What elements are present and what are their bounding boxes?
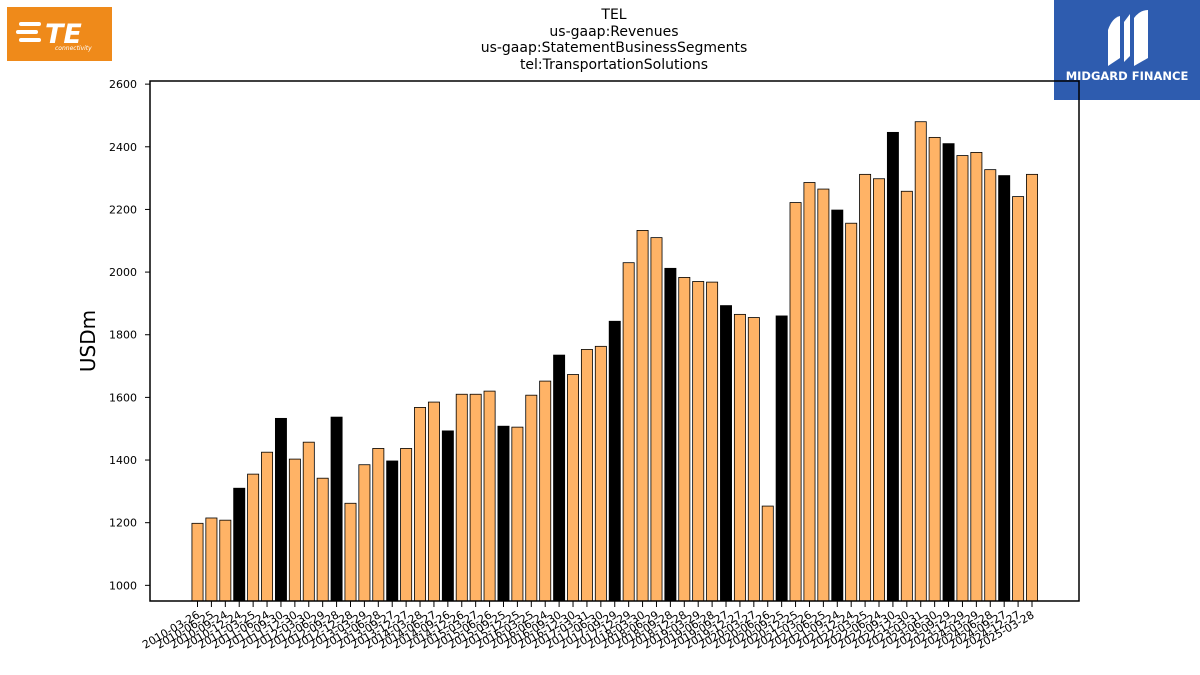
- bar: [608, 320, 621, 602]
- logo-mark: [1124, 14, 1130, 62]
- y-tick-label: 1400: [109, 454, 137, 467]
- bar: [914, 121, 927, 602]
- y-tick-label: 1800: [109, 329, 137, 342]
- bar: [497, 425, 510, 602]
- logo-text: TE: [45, 19, 82, 50]
- bar: [720, 305, 732, 602]
- te-connectivity-logo: TE connectivity: [7, 7, 112, 61]
- bar: [400, 448, 413, 602]
- bar: [316, 477, 329, 602]
- bar: [636, 230, 649, 602]
- bar: [803, 182, 816, 602]
- bar: [942, 143, 955, 602]
- chart-title-line-4: tel:TransportationSolutions: [519, 57, 709, 73]
- bar: [594, 345, 607, 602]
- plot-frame: [149, 80, 1080, 602]
- bar: [789, 202, 802, 602]
- bar: [330, 416, 343, 602]
- logo-stripe: [16, 30, 38, 34]
- bar: [469, 393, 482, 602]
- chart-title-line-1: TEL: [601, 7, 627, 23]
- y-axis-label: USDm: [76, 310, 100, 372]
- bar: [970, 152, 983, 602]
- bar: [261, 451, 274, 602]
- bar: [831, 209, 844, 602]
- bar: [1012, 196, 1025, 602]
- y-tick-label: 1600: [109, 391, 137, 404]
- chart-title-line-3: us-gaap:StatementBusinessSegments: [480, 40, 748, 56]
- bar: [845, 222, 858, 602]
- y-tick-label: 2200: [109, 203, 137, 216]
- y-axis: 1000 1200 1400 1600 1800 2000 2200 2400 2600: [109, 78, 150, 592]
- bar: [302, 441, 315, 602]
- y-tick-label: 2000: [109, 266, 137, 279]
- bar: [678, 277, 691, 602]
- bar: [274, 417, 287, 602]
- bar: [233, 487, 246, 602]
- logo-mark: [1134, 10, 1148, 66]
- y-tick-label: 2400: [109, 141, 137, 154]
- bar: [664, 267, 677, 602]
- logo-mark: [1108, 16, 1120, 66]
- bar: [386, 460, 399, 602]
- bars-group: [191, 121, 1038, 602]
- bar: [761, 505, 774, 602]
- bar: [358, 464, 371, 602]
- bar: [441, 430, 454, 602]
- logo-stripe: [19, 22, 41, 26]
- bar: [539, 380, 552, 602]
- bar: [650, 237, 663, 602]
- bar: [817, 188, 830, 602]
- x-axis: 2010-03-262010-06-252010-09-242010-12-24…: [140, 601, 1037, 652]
- bar: [747, 317, 760, 602]
- bar: [372, 448, 385, 602]
- bar: [886, 131, 899, 602]
- bar: [483, 390, 496, 602]
- bar: [553, 354, 566, 602]
- bar: [692, 281, 705, 602]
- y-tick-label: 1000: [109, 579, 137, 592]
- bar: [706, 281, 719, 602]
- bar: [900, 190, 913, 602]
- bar: [205, 517, 218, 602]
- bar: [288, 458, 301, 602]
- y-tick-label: 1200: [109, 517, 137, 530]
- bar: [567, 374, 579, 602]
- bar: [247, 473, 260, 602]
- bar: [733, 313, 746, 602]
- bar: [622, 262, 635, 602]
- bar: [427, 401, 440, 602]
- bar: [455, 393, 468, 602]
- logo-stripe: [19, 38, 41, 42]
- logo-subtext: connectivity: [55, 45, 92, 52]
- bar: [956, 155, 969, 602]
- bar: [984, 169, 997, 602]
- bar: [928, 136, 941, 602]
- y-tick-label: 2600: [109, 78, 137, 91]
- bar: [873, 178, 885, 602]
- bar: [525, 394, 538, 602]
- logo-text: MIDGARD FINANCE: [1066, 69, 1189, 83]
- bar: [1026, 173, 1038, 602]
- bar: [580, 349, 593, 602]
- bar: [511, 426, 524, 602]
- chart-title-line-2: us-gaap:Revenues: [549, 24, 679, 40]
- bar: [344, 502, 357, 602]
- bar: [414, 407, 427, 602]
- bar: [859, 173, 872, 602]
- bar: [219, 519, 232, 602]
- bar: [998, 175, 1011, 602]
- bar: [775, 315, 788, 602]
- bar: [191, 522, 204, 602]
